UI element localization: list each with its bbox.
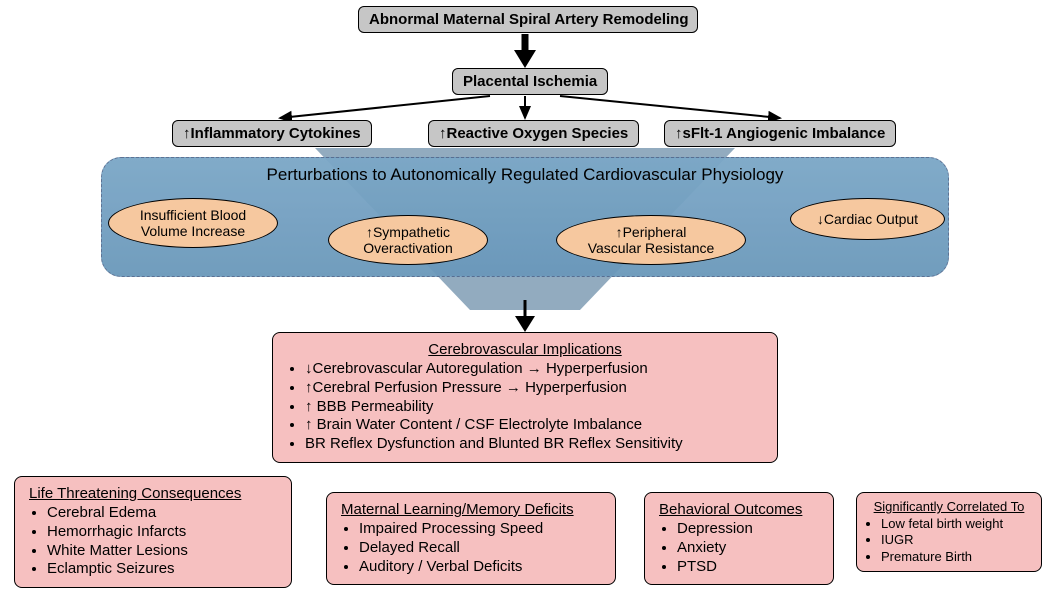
list-item: Auditory / Verbal Deficits bbox=[359, 558, 601, 577]
box-life-threatening: Life Threatening Consequences Cerebral E… bbox=[14, 476, 292, 588]
list-item: BR Reflex Dysfunction and Blunted BR Ref… bbox=[305, 435, 763, 454]
node-placental-ischemia: Placental Ischemia bbox=[452, 68, 608, 95]
box-list: ↓Cerebrovascular Autoregulation → Hyperp… bbox=[287, 360, 763, 454]
node-reactive-oxygen-species: ↑Reactive Oxygen Species bbox=[428, 120, 639, 147]
list-item: Hemorrhagic Infarcts bbox=[47, 523, 277, 542]
ellipse-text: ↓Cardiac Output bbox=[817, 211, 918, 227]
node-sflt1-imbalance: ↑sFlt-1 Angiogenic Imbalance bbox=[664, 120, 896, 147]
list-item: Eclamptic Seizures bbox=[47, 560, 277, 579]
list-item: White Matter Lesions bbox=[47, 542, 277, 561]
list-item: ↓Cerebrovascular Autoregulation → Hyperp… bbox=[305, 360, 763, 379]
box-list: Impaired Processing Speed Delayed Recall… bbox=[341, 520, 601, 576]
box-header: Behavioral Outcomes bbox=[659, 501, 819, 518]
box-behavioral: Behavioral Outcomes Depression Anxiety P… bbox=[644, 492, 834, 585]
ellipse-text: Overactivation bbox=[363, 240, 452, 256]
box-maternal-deficits: Maternal Learning/Memory Deficits Impair… bbox=[326, 492, 616, 585]
list-item: Premature Birth bbox=[881, 549, 1033, 565]
list-item: PTSD bbox=[677, 558, 819, 577]
box-list: Depression Anxiety PTSD bbox=[659, 520, 819, 576]
ellipse-peripheral-resistance: ↑Peripheral Vascular Resistance bbox=[556, 215, 746, 265]
autonomic-panel-title: Perturbations to Autonomically Regulated… bbox=[101, 165, 949, 185]
box-cerebrovascular: Cerebrovascular Implications ↓Cerebrovas… bbox=[272, 332, 778, 463]
list-item: ↑ BBB Permeability bbox=[305, 398, 763, 417]
list-item: Delayed Recall bbox=[359, 539, 601, 558]
ellipse-text: Insufficient Blood bbox=[140, 207, 246, 223]
list-item: IUGR bbox=[881, 532, 1033, 548]
ellipse-text: Volume Increase bbox=[141, 223, 245, 239]
box-header: Cerebrovascular Implications bbox=[287, 341, 763, 358]
box-header: Maternal Learning/Memory Deficits bbox=[341, 501, 601, 518]
box-header: Significantly Correlated To bbox=[865, 499, 1033, 514]
ellipse-cardiac-output: ↓Cardiac Output bbox=[790, 198, 945, 240]
box-header: Life Threatening Consequences bbox=[29, 485, 277, 502]
ellipse-text: ↑Peripheral bbox=[616, 224, 687, 240]
ellipse-text: Vascular Resistance bbox=[588, 240, 715, 256]
ellipse-text: ↑Sympathetic bbox=[366, 224, 450, 240]
list-item: Anxiety bbox=[677, 539, 819, 558]
list-item: Cerebral Edema bbox=[47, 504, 277, 523]
node-root: Abnormal Maternal Spiral Artery Remodeli… bbox=[358, 6, 698, 33]
ellipse-sympathetic: ↑Sympathetic Overactivation bbox=[328, 215, 488, 265]
list-item: ↑ Brain Water Content / CSF Electrolyte … bbox=[305, 416, 763, 435]
box-list: Cerebral Edema Hemorrhagic Infarcts Whit… bbox=[29, 504, 277, 579]
list-item: Depression bbox=[677, 520, 819, 539]
list-item: Low fetal birth weight bbox=[881, 516, 1033, 532]
box-correlated: Significantly Correlated To Low fetal bi… bbox=[856, 492, 1042, 572]
box-list: Low fetal birth weight IUGR Premature Bi… bbox=[865, 516, 1033, 565]
ellipse-blood-volume: Insufficient Blood Volume Increase bbox=[108, 198, 278, 248]
list-item: Impaired Processing Speed bbox=[359, 520, 601, 539]
list-item: ↑Cerebral Perfusion Pressure → Hyperperf… bbox=[305, 379, 763, 398]
node-inflammatory-cytokines: ↑Inflammatory Cytokines bbox=[172, 120, 372, 147]
